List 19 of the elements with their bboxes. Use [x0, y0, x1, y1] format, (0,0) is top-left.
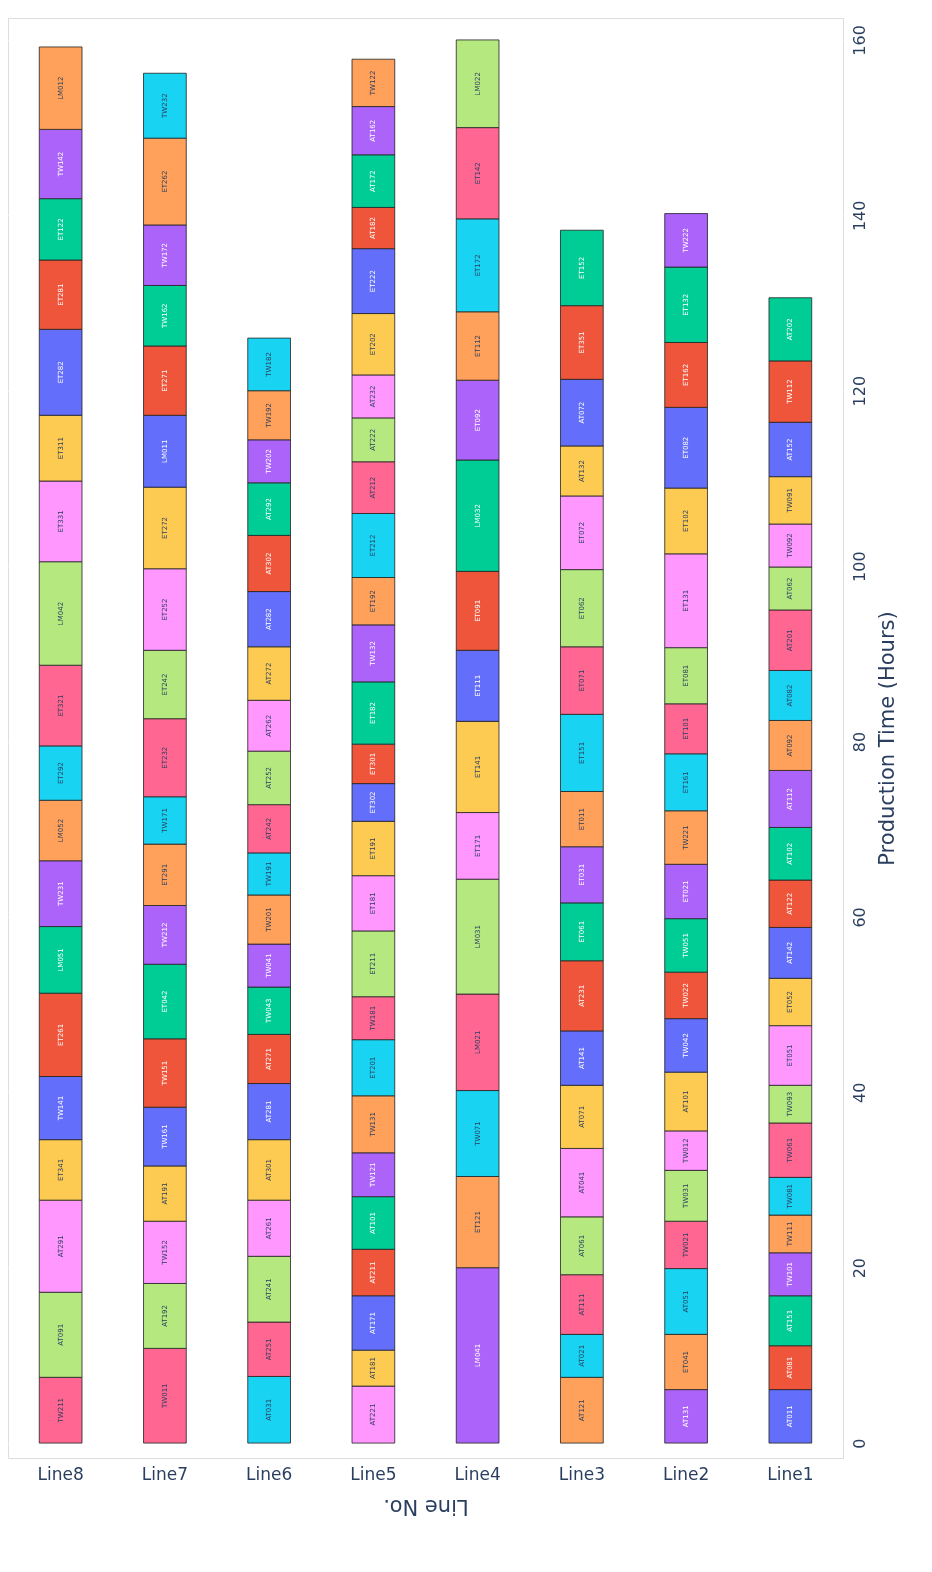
- y-axis-title: Production Time (Hours): [874, 611, 899, 866]
- y-tick-label: 0: [849, 1438, 869, 1449]
- x-tick-label: Line8: [37, 1463, 84, 1484]
- y-tick-label: 120: [849, 375, 869, 407]
- y-tick-label: 20: [849, 1258, 869, 1279]
- y-tick-label: 60: [849, 907, 869, 928]
- y-tick-label: 160: [849, 25, 869, 56]
- x-tick-label: Line6: [246, 1463, 293, 1484]
- x-tick-label: Line3: [558, 1463, 605, 1484]
- x-tick-label: Line5: [350, 1463, 397, 1484]
- y-tick-label: 140: [849, 200, 869, 232]
- x-tick-label: Line7: [141, 1463, 189, 1484]
- y-tick-label: 40: [849, 1082, 869, 1103]
- x-tick-label: Line4: [454, 1463, 501, 1484]
- x-tick-label: Line2: [662, 1463, 710, 1484]
- y-tick-label: 100: [849, 551, 869, 582]
- y-tick-label: 80: [849, 731, 869, 753]
- x-axis-title: Line No.: [383, 1494, 469, 1519]
- x-tick-label: Line1: [767, 1463, 814, 1484]
